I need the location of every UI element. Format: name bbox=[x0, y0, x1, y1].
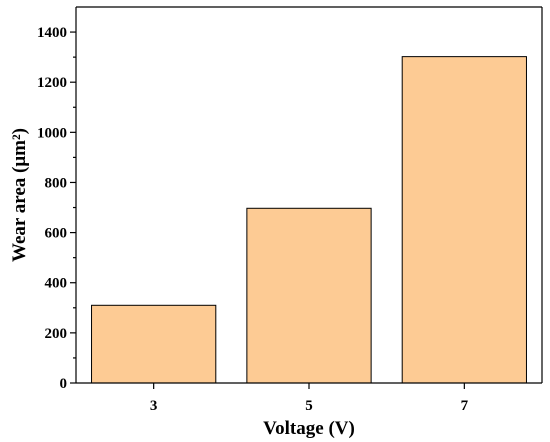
y-axis-title: Wear area (μm²) bbox=[9, 128, 30, 262]
x-tick-label-5: 5 bbox=[305, 398, 313, 414]
bar-3 bbox=[91, 304, 217, 384]
bars-layer bbox=[91, 56, 527, 384]
bar-7 bbox=[401, 56, 527, 384]
y-tick-label-0: 0 bbox=[60, 376, 68, 392]
y-tick-label-400: 400 bbox=[45, 276, 68, 292]
x-tick-label-7: 7 bbox=[461, 398, 469, 414]
y-tick-label-1000: 1000 bbox=[37, 125, 67, 141]
bar-5 bbox=[246, 207, 372, 384]
y-tick-label-200: 200 bbox=[45, 326, 68, 342]
ticks-layer bbox=[70, 31, 465, 389]
y-tick-label-1400: 1400 bbox=[37, 25, 67, 41]
y-tick-label-1200: 1200 bbox=[37, 75, 67, 91]
y-tick-label-600: 600 bbox=[45, 226, 68, 242]
y-tick-label-800: 800 bbox=[45, 175, 68, 191]
labels-layer: 3 5 7 0 200 400 600 800 1000 1200 1400 bbox=[37, 25, 469, 414]
x-axis-title: Voltage (V) bbox=[263, 418, 355, 439]
x-tick-label-3: 3 bbox=[150, 398, 158, 414]
